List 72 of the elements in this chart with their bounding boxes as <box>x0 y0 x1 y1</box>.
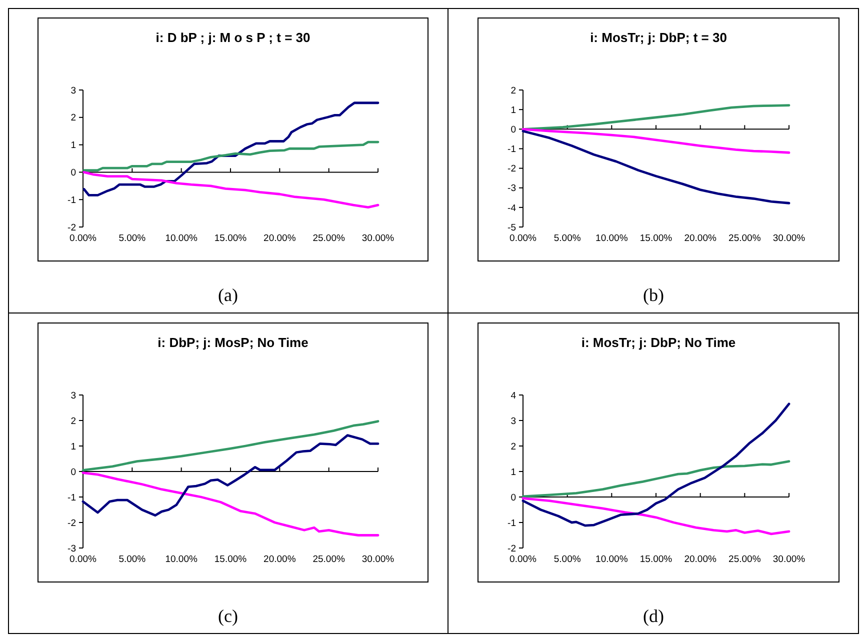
text: (d) <box>643 606 664 626</box>
y-tick-label: 1 <box>70 140 76 152</box>
x-tick-label: 25.00% <box>728 554 762 565</box>
x-tick-label: 5.00% <box>554 554 582 565</box>
x-tick-label: 25.00% <box>728 233 762 244</box>
x-tick-label: 0.00% <box>70 554 98 565</box>
x-tick-label: 0.00% <box>510 554 538 565</box>
chart-title: i: MosTr; j: DbP; No Time <box>581 335 736 350</box>
y-tick-label: 0 <box>510 124 516 136</box>
y-tick-label: 3 <box>70 390 76 402</box>
text: (c) <box>218 606 238 626</box>
y-tick-label: 0 <box>510 492 516 504</box>
chart-title: i: MosTr; j: DbP; t = 30 <box>590 30 727 45</box>
text: (a) <box>218 285 238 305</box>
x-tick-label: 20.00% <box>684 233 717 244</box>
x-tick-label: 25.00% <box>312 554 346 565</box>
text: (b) <box>643 285 664 305</box>
x-tick-label: 10.00% <box>596 233 628 244</box>
x-tick-label: 5.00% <box>118 233 146 244</box>
line-series <box>522 402 790 527</box>
x-tick-label: 25.00% <box>312 233 346 244</box>
line-series <box>82 171 380 208</box>
chart-title: i: D bP ; j: M o s P ; t = 30 <box>156 30 310 45</box>
y-tick-label: 1 <box>70 441 76 452</box>
x-tick-label: 20.00% <box>684 554 717 565</box>
y-tick-label: -4 <box>508 202 516 214</box>
line-series <box>522 460 790 498</box>
x-tick-label: 30.00% <box>362 554 395 565</box>
y-tick-label: -5 <box>508 222 516 234</box>
x-tick-label: 10.00% <box>596 554 628 565</box>
y-tick-label: 2 <box>70 112 76 124</box>
x-tick-label: 20.00% <box>264 554 296 565</box>
x-tick-label: 15.00% <box>214 233 248 244</box>
y-tick-label: -2 <box>68 222 76 234</box>
x-tick-label: 5.00% <box>118 554 146 565</box>
x-tick-label: 0.00% <box>70 233 98 244</box>
y-tick-label: 2 <box>70 416 76 427</box>
x-tick-label: 30.00% <box>362 233 395 244</box>
line-series <box>522 128 790 154</box>
x-tick-label: 20.00% <box>264 233 296 244</box>
y-tick-label: 0 <box>70 168 76 179</box>
line-series <box>82 434 380 517</box>
x-tick-label: 10.00% <box>165 554 198 565</box>
y-tick-label: -1 <box>68 194 76 206</box>
y-tick-label: -1 <box>68 492 76 504</box>
y-tick-label: 1 <box>510 104 516 116</box>
y-tick-label: 1 <box>510 466 516 478</box>
x-tick-label: 15.00% <box>214 554 248 565</box>
x-tick-label: 30.00% <box>772 233 806 244</box>
line-series <box>82 420 380 472</box>
y-tick-label: 3 <box>70 85 76 96</box>
y-tick-label: -1 <box>508 518 516 529</box>
y-tick-label: -3 <box>508 183 516 194</box>
y-tick-label: 3 <box>510 416 516 427</box>
x-tick-label: 5.00% <box>554 233 582 244</box>
y-tick-label: -1 <box>508 144 516 156</box>
x-tick-label: 30.00% <box>772 554 806 565</box>
x-tick-label: 0.00% <box>510 233 538 244</box>
line-series <box>82 102 380 196</box>
y-tick-label: -2 <box>68 518 76 529</box>
y-tick-label: -2 <box>508 164 516 175</box>
y-tick-label: -3 <box>68 543 76 554</box>
y-tick-label: 2 <box>510 441 516 452</box>
y-tick-label: 4 <box>510 390 516 402</box>
y-tick-label: -2 <box>508 543 516 554</box>
x-tick-label: 10.00% <box>165 233 198 244</box>
y-tick-label: 0 <box>70 466 76 478</box>
line-series <box>82 140 380 172</box>
chart-title: i: DbP; j: MosP; No Time <box>158 335 308 350</box>
x-tick-label: 15.00% <box>640 554 673 565</box>
y-tick-label: 2 <box>510 85 516 96</box>
x-tick-label: 15.00% <box>640 233 673 244</box>
